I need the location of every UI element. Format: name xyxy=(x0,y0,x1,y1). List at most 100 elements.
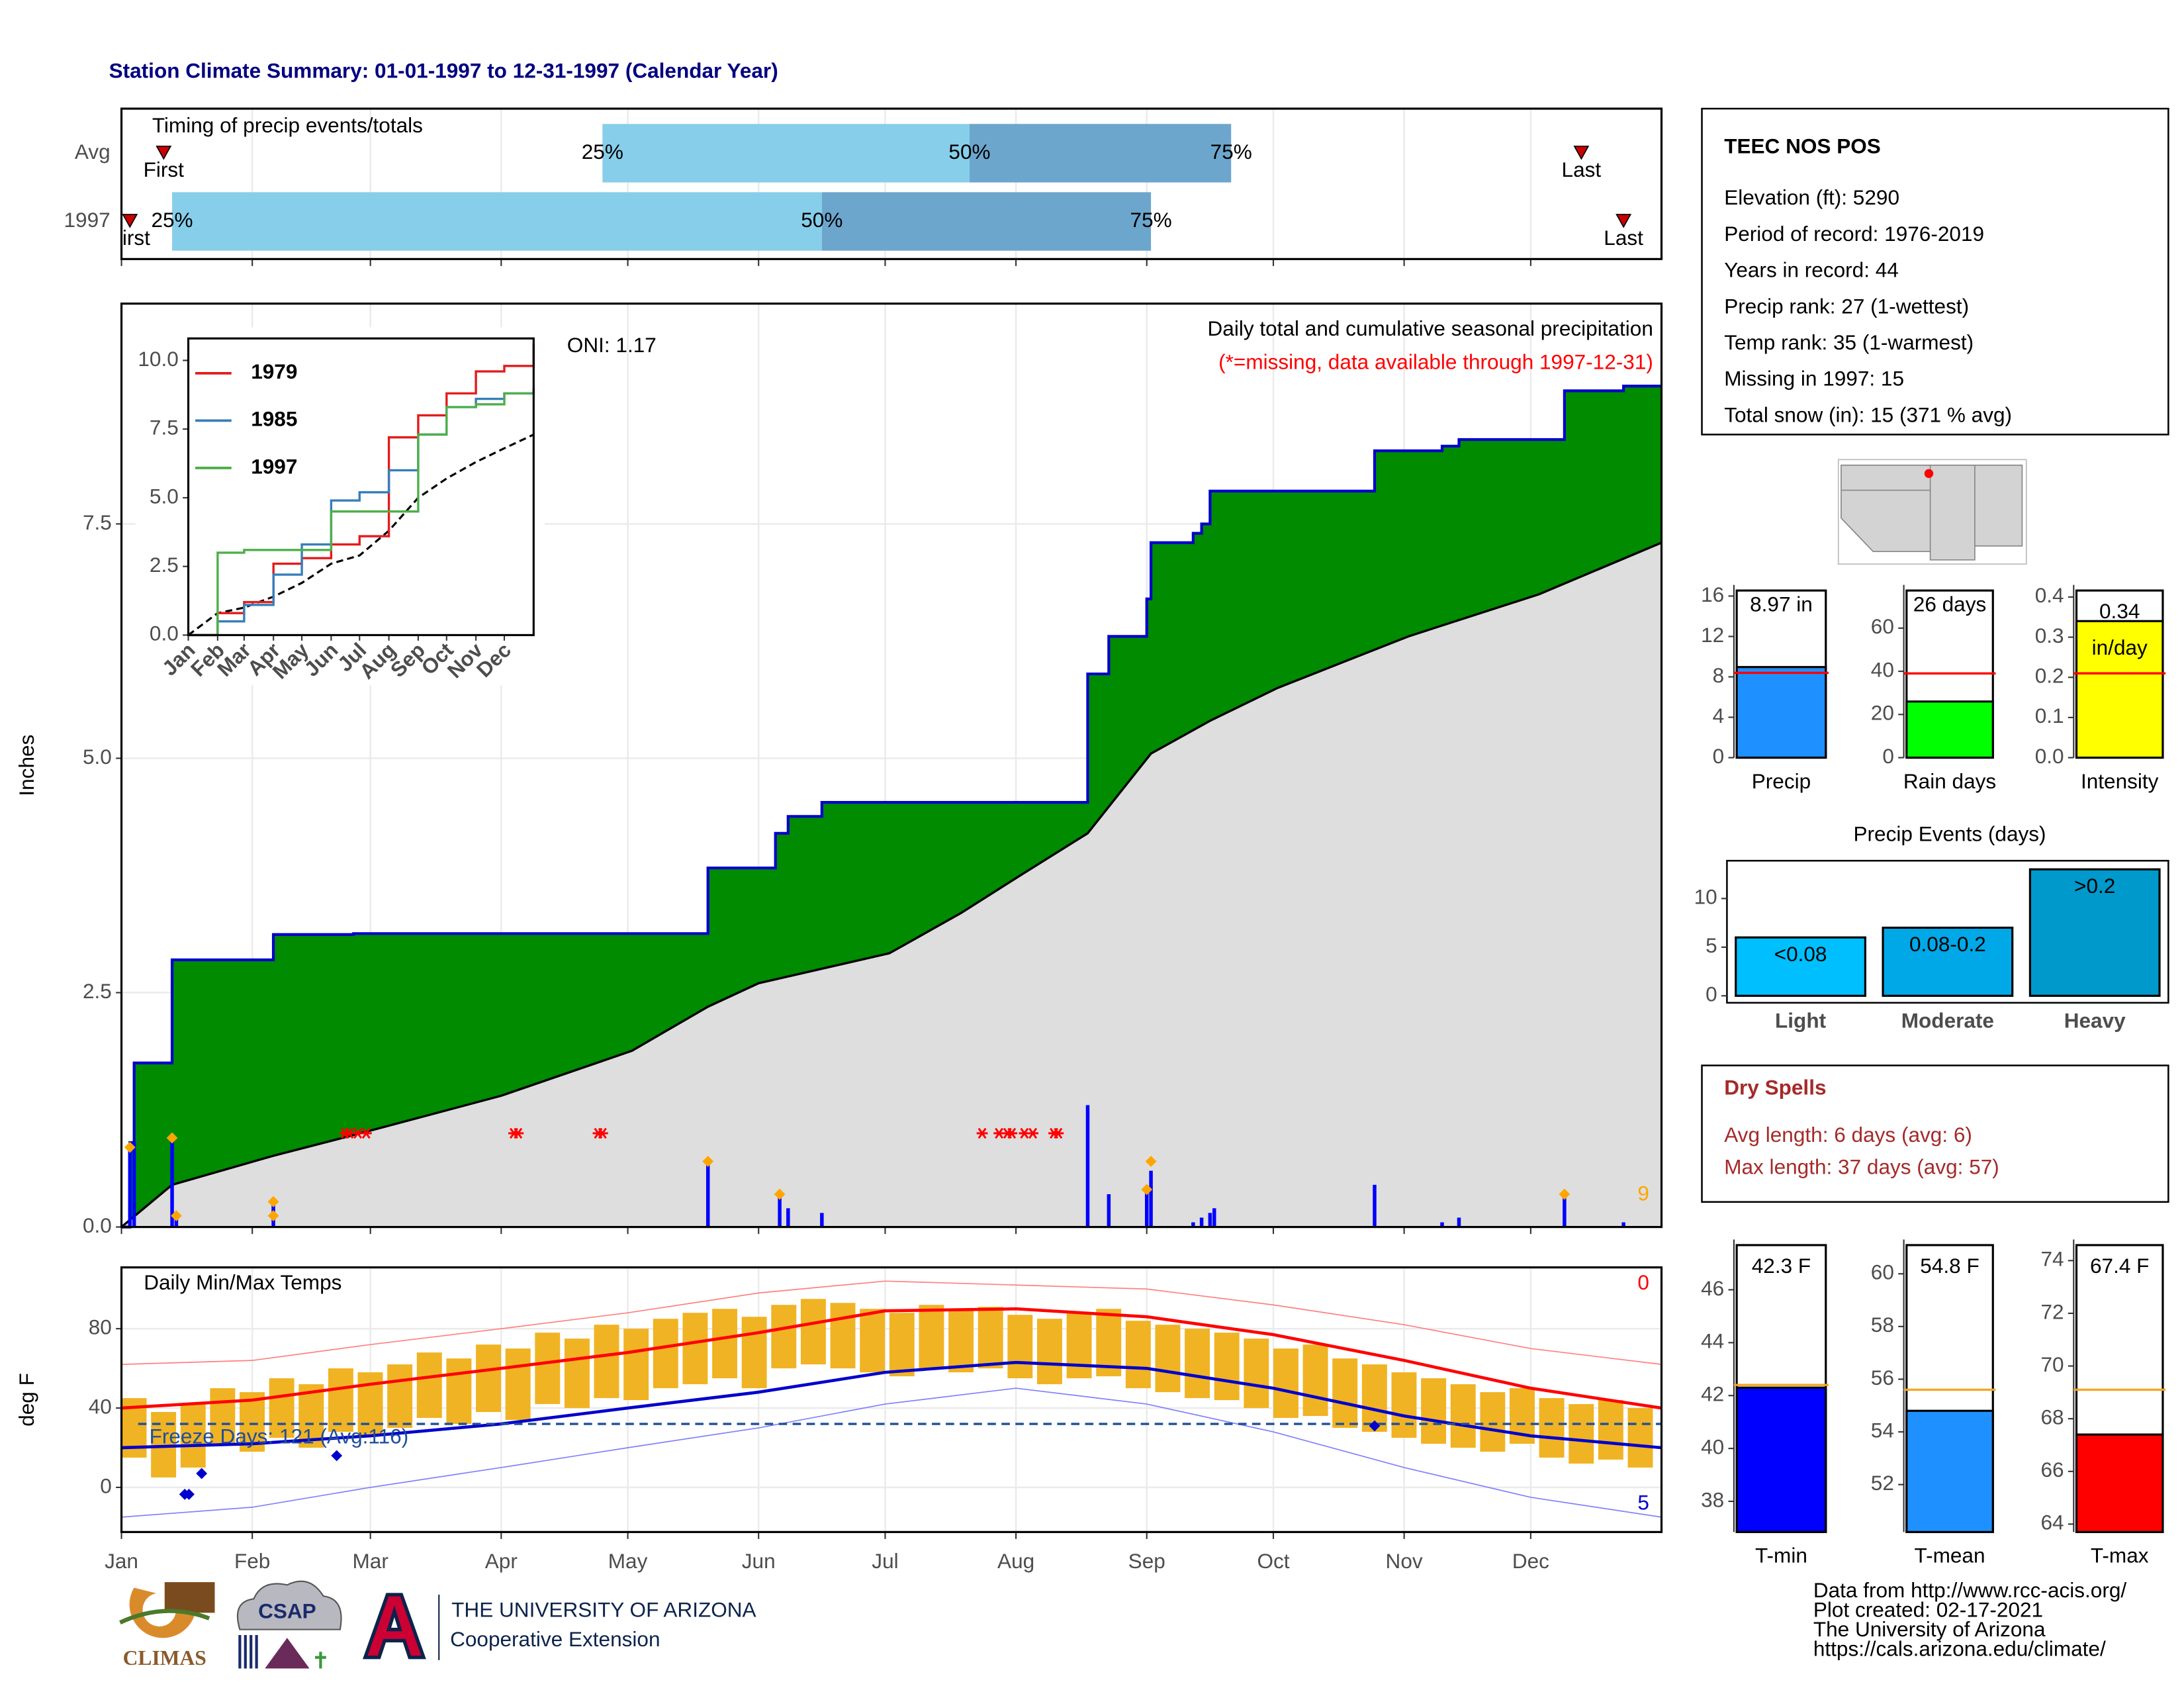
daily-range-bar xyxy=(1569,1404,1594,1464)
daily-bar xyxy=(820,1213,824,1227)
missing-marker xyxy=(1052,1127,1064,1139)
daily-bar xyxy=(1457,1217,1461,1227)
station-line: Period of record: 1976-2019 xyxy=(1724,222,1984,246)
daily-range-bar xyxy=(1185,1329,1210,1399)
y-tick-label: 60 xyxy=(1871,1260,1894,1284)
daily-range-bar xyxy=(1125,1321,1151,1389)
bar xyxy=(1735,666,1827,759)
ua-logo xyxy=(363,1593,426,1660)
y-tick-label: 0.2 xyxy=(2035,664,2064,688)
dry-spells-title: Dry Spells xyxy=(1724,1076,1826,1100)
daily-range-bar xyxy=(564,1338,590,1409)
snow-marker xyxy=(267,1196,279,1207)
y-tick-label: 40 xyxy=(89,1394,112,1418)
daily-bar xyxy=(705,1161,710,1227)
x-tick-label: Nov xyxy=(1386,1549,1423,1573)
y-tick-label: 2.5 xyxy=(150,553,179,577)
chart-subtitle: (*=missing, data available through 1997-… xyxy=(1218,350,1653,373)
bar xyxy=(2028,868,2161,997)
daily-range-bar xyxy=(919,1305,944,1369)
series-line xyxy=(188,344,535,637)
y-tick-label: 0.0 xyxy=(150,622,179,645)
bar xyxy=(1735,936,1866,997)
unit-label: in/day xyxy=(2092,635,2148,659)
daily-bar xyxy=(1199,1217,1204,1227)
snow-marker xyxy=(1559,1188,1570,1200)
daily-bar xyxy=(1149,1170,1153,1227)
station-location xyxy=(1924,469,1934,479)
legend-label: 1997 xyxy=(251,454,297,478)
value-label: 42.3 F xyxy=(1752,1254,1811,1278)
x-tick-label: Oct xyxy=(1257,1549,1289,1573)
extension-text: Cooperative Extension xyxy=(450,1627,660,1651)
station-line: Precip rank: 27 (1-wettest) xyxy=(1724,294,1969,318)
y-tick-label: 0.0 xyxy=(83,1213,112,1237)
daily-range-bar xyxy=(623,1329,649,1401)
daily-range-bar xyxy=(1214,1333,1240,1401)
y-tick-label: 80 xyxy=(89,1315,112,1339)
y-tick-label: 64 xyxy=(2040,1511,2064,1534)
daily-bar xyxy=(1373,1184,1377,1227)
daily-range-bar xyxy=(682,1313,708,1385)
quartile-label: 25% xyxy=(582,140,623,164)
climas-logo xyxy=(119,1609,210,1624)
x-tick-label: Feb xyxy=(234,1549,270,1573)
daily-bar xyxy=(1144,1189,1149,1227)
value-label: >0.2 xyxy=(2074,874,2115,898)
ua-text: THE UNIVERSITY OF ARIZONA xyxy=(451,1598,756,1622)
csap-logo xyxy=(236,1580,342,1630)
y-tick-label: 38 xyxy=(1701,1487,1724,1511)
y-tick-label: 46 xyxy=(1701,1276,1724,1300)
map-borders xyxy=(1841,465,1976,552)
daily-range-bar xyxy=(978,1307,1003,1369)
dry-spells-line: Avg length: 6 days (avg: 6) xyxy=(1724,1123,1972,1147)
legend-label: 1979 xyxy=(251,359,297,383)
freeze-label: Freeze Days: 121 (Avg:116) xyxy=(150,1424,409,1448)
daily-range-bar xyxy=(830,1303,856,1369)
y-tick-label: 20 xyxy=(1871,701,1894,725)
y-tick-label: 54 xyxy=(1871,1418,1894,1442)
x-axis-label: Rain days xyxy=(1903,769,1996,793)
y-tick-label: 10 xyxy=(1694,885,1717,909)
missing-marker xyxy=(512,1127,524,1139)
chart-title: Daily total and cumulative seasonal prec… xyxy=(1208,316,1653,340)
quartile-label: 50% xyxy=(948,140,990,164)
x-axis-label: Precip xyxy=(1752,769,1811,793)
normal-max-line xyxy=(121,1307,1662,1410)
quartile-bar xyxy=(172,192,822,251)
x-axis-label: Intensity xyxy=(2081,769,2159,793)
snow-marker xyxy=(774,1188,786,1200)
daily-range-bar xyxy=(1627,1408,1653,1468)
daily-bar xyxy=(128,1147,132,1227)
quartile-label: 25% xyxy=(151,208,193,232)
event-marker xyxy=(1573,146,1590,160)
x-tick-label: May xyxy=(608,1549,648,1573)
snow-marker xyxy=(166,1132,178,1144)
daily-bar xyxy=(786,1208,790,1227)
station-line: Total snow (in): 15 (371 % avg) xyxy=(1724,402,2012,426)
y-tick-label: 0.0 xyxy=(2035,744,2064,768)
station-line: Temp rank: 35 (1-warmest) xyxy=(1724,330,1974,354)
footer-line: https://cals.arizona.edu/climate/ xyxy=(1813,1637,2106,1661)
y-axis-label: deg F xyxy=(15,1373,38,1427)
missing-marker xyxy=(596,1127,608,1139)
daily-range-bar xyxy=(741,1317,767,1389)
daily-range-bar xyxy=(889,1313,915,1377)
x-axis-label: T-max xyxy=(2091,1544,2149,1568)
y-tick-label: 0 xyxy=(1713,744,1725,768)
daily-bar xyxy=(1212,1208,1216,1227)
missing-marker xyxy=(360,1127,372,1139)
daily-bar xyxy=(1563,1194,1567,1227)
y-tick-label: 7.5 xyxy=(83,510,112,534)
value-label: 26 days xyxy=(1913,592,1987,616)
daily-range-bar xyxy=(1302,1344,1328,1417)
event-marker xyxy=(122,214,138,228)
footer-line: Data from http://www.rcc-acis.org/ xyxy=(1813,1578,2127,1602)
event-label: Last xyxy=(1604,226,1643,250)
y-tick-label: Avg xyxy=(75,140,111,164)
dry-spells-box xyxy=(1701,1064,2169,1203)
daily-range-bar xyxy=(771,1305,797,1369)
record-min-line xyxy=(121,1387,1662,1518)
x-tick-label: Heavy xyxy=(2064,1009,2126,1033)
